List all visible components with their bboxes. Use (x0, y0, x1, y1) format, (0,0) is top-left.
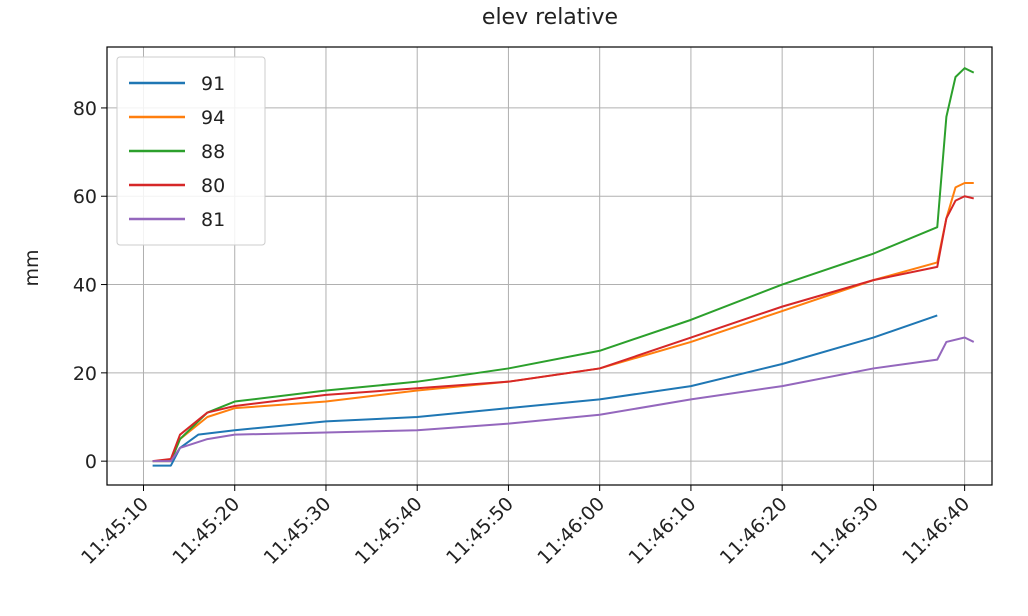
legend-label: 80 (201, 175, 225, 197)
chart-title: elev relative (482, 5, 618, 30)
y-tick-label: 60 (73, 186, 97, 208)
y-tick-label: 80 (73, 98, 97, 120)
x-tick-label: 11:45:40 (351, 493, 427, 569)
series-line (153, 338, 974, 462)
legend-label: 88 (201, 141, 225, 163)
page: {"chart_data": {"type": "line", "title":… (0, 0, 1028, 616)
y-tick-label: 40 (73, 275, 97, 297)
x-tick-label: 11:46:30 (807, 493, 883, 569)
x-tick-label: 11:46:10 (625, 493, 701, 569)
series-line (153, 183, 974, 461)
x-tick-label: 11:45:20 (168, 493, 244, 569)
x-tick-label: 11:46:20 (716, 493, 792, 569)
legend-label: 81 (201, 209, 225, 231)
series-line (153, 196, 974, 461)
legend-label: 94 (201, 107, 225, 129)
y-tick-label: 0 (85, 451, 97, 473)
x-tick-label: 11:45:50 (442, 493, 518, 569)
x-tick-label: 11:46:40 (898, 493, 974, 569)
y-axis-label: mm (21, 249, 43, 286)
legend-label: 91 (201, 73, 225, 95)
x-tick-label: 11:45:10 (77, 493, 153, 569)
x-tick-label: 11:45:30 (260, 493, 336, 569)
series-line (153, 315, 938, 465)
chart: elev relative mm 02040608011:45:1011:45:… (0, 0, 1028, 616)
x-tick-label: 11:46:00 (533, 493, 609, 569)
y-tick-label: 20 (73, 363, 97, 385)
